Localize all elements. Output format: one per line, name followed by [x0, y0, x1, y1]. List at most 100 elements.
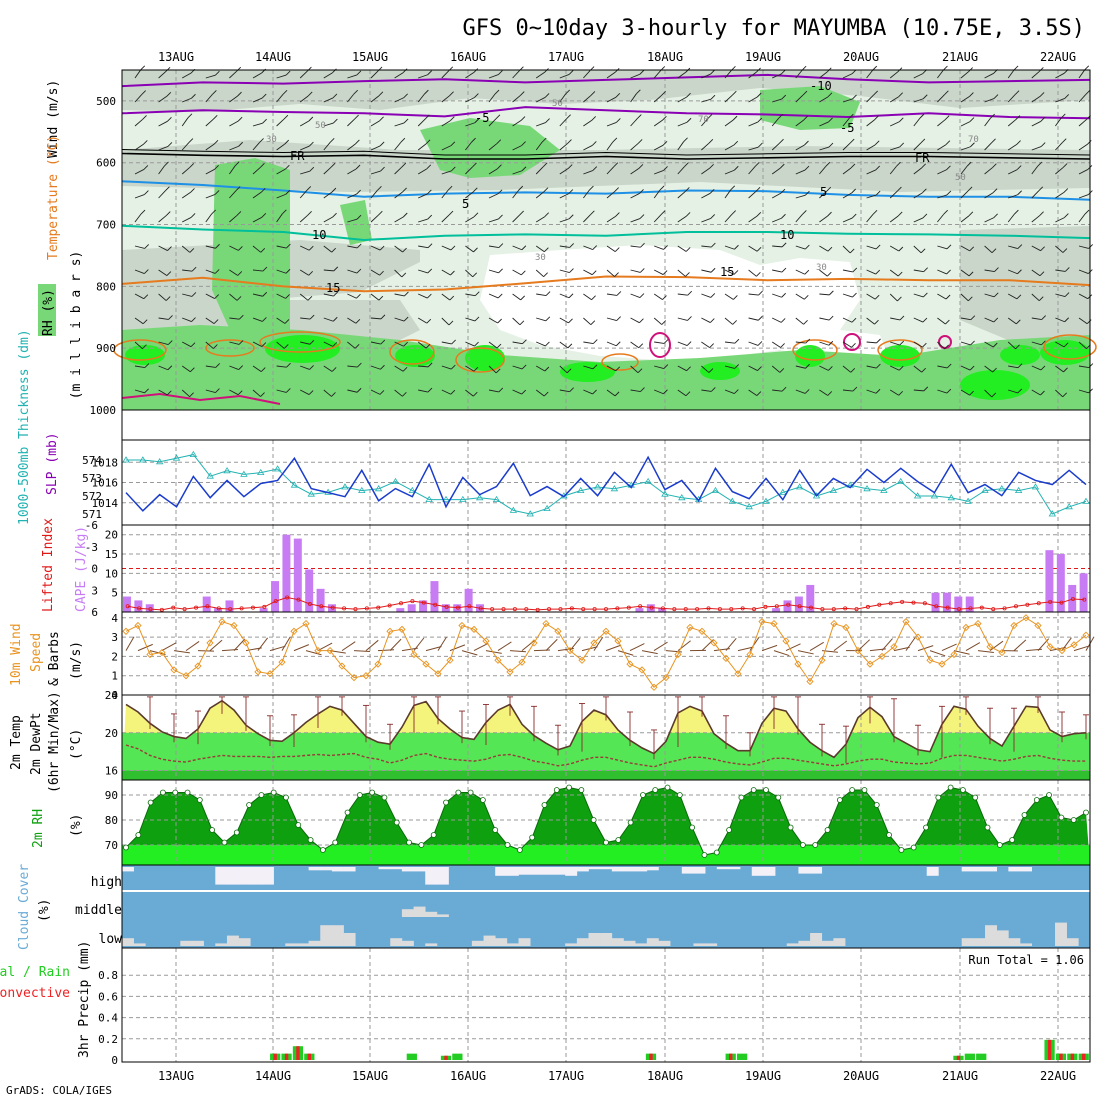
wind-barb: [819, 96, 829, 103]
isotherms: [113, 73, 1097, 405]
wind-barb-flag: [754, 162, 760, 167]
wind10-barb: [761, 644, 778, 652]
wind-barb-flag: [450, 166, 456, 172]
wind-barb: [913, 389, 924, 392]
wind-barb-flag: [663, 389, 668, 395]
wind-barb: [937, 245, 948, 250]
wind-barb: [653, 70, 662, 79]
wind10-barb: [965, 642, 981, 652]
rh2m-point: [418, 842, 425, 848]
date-top-22AUG: 22AUG: [1040, 50, 1076, 64]
wind-barb: [205, 389, 216, 394]
wind-barb-flag: [898, 390, 903, 396]
temp-tick: 20: [105, 727, 118, 740]
date-bottom-21AUG: 21AUG: [942, 1069, 978, 1083]
wind-barb-flag: [709, 163, 714, 169]
temp2m-title1: 2m Temp: [9, 715, 24, 770]
li-line: [127, 596, 1085, 611]
wind-barb-flag: [899, 315, 905, 321]
rh2m-point: [590, 817, 597, 823]
wind-barb: [724, 293, 734, 300]
wind-barb: [252, 191, 262, 199]
upper-air-panel: -10 -5 -5 FR FR 5 5 10 10 15 15 30 30 30…: [90, 65, 1097, 441]
wind-barb-flag: [496, 343, 502, 349]
upper-temp-title: Temperature (°C): [46, 135, 61, 260]
thickness-point: [1065, 503, 1073, 510]
wind-barb: [795, 317, 804, 325]
wind-barb-flag: [685, 247, 691, 252]
wind-barb-flag: [308, 245, 314, 251]
thickness-point: [1031, 483, 1040, 490]
li-point: [1025, 602, 1030, 607]
wind10-barb: [293, 644, 310, 652]
wind-barb-flag: [993, 317, 999, 323]
wind-barb-flag: [757, 117, 763, 123]
wind-barb: [465, 269, 474, 278]
wind-barb-flag: [354, 114, 359, 120]
rh2m-point: [763, 787, 769, 793]
wind-barb: [512, 170, 523, 175]
wind-barb: [795, 245, 806, 250]
wind-barb: [488, 93, 496, 103]
li-point: [296, 597, 301, 602]
wind-barb-flag: [331, 367, 337, 372]
panel-border: [121, 947, 1091, 1063]
wind-barb-flag: [191, 93, 196, 99]
wind10-point: [266, 670, 274, 678]
wind10-point: [338, 662, 346, 670]
wind-barb-flag: [329, 138, 335, 143]
wind-barb-flag: [898, 246, 904, 252]
cloud-high-clear: [425, 867, 438, 885]
cape-bar: [806, 584, 815, 612]
wind10-barb: [1061, 637, 1072, 651]
wind-barb: [465, 365, 475, 372]
li-point: [786, 602, 791, 607]
wind-barb-flag: [592, 339, 598, 344]
wind-barb: [1008, 169, 1018, 175]
thickness-point: [930, 492, 939, 499]
wind-barb-flag: [285, 70, 291, 76]
wind-barb-flag: [659, 185, 665, 191]
wind-barb: [465, 141, 472, 151]
precip-conv-bar: [728, 1053, 733, 1060]
date-top-18AUG: 18AUG: [647, 50, 683, 64]
wind-barb-flag: [144, 388, 149, 394]
wind-barb-flag: [993, 94, 999, 99]
wind-barb-flag: [565, 89, 570, 95]
wind10-barb: [749, 637, 760, 651]
wind-barb: [276, 143, 285, 151]
wind-barb-flag: [663, 364, 669, 369]
wind-barb-flag: [215, 70, 220, 76]
wind-barb: [701, 245, 712, 248]
wind-barb-flag: [1062, 392, 1068, 398]
wind-barb: [866, 214, 874, 223]
wind-barb: [1031, 71, 1040, 79]
wind-barb: [370, 389, 381, 395]
li-point: [490, 607, 495, 612]
wind-barb-flag: [356, 214, 362, 220]
wind-barb: [1055, 142, 1063, 151]
wind-barb-flag: [852, 94, 857, 100]
wind-barb: [465, 72, 475, 79]
wind-barb-flag: [661, 90, 666, 96]
wind10-barb: [185, 641, 200, 652]
wind-barb: [1055, 245, 1064, 253]
wind-barb: [299, 190, 308, 199]
wind-barb-flag: [1062, 248, 1068, 253]
date-bottom-13AUG: 13AUG: [158, 1069, 194, 1083]
wind-barb: [370, 120, 380, 127]
rh2m-point: [775, 794, 782, 801]
rh2m-point: [184, 789, 191, 796]
wind-barb-flag: [946, 388, 952, 394]
wind-barb-flag: [237, 271, 243, 276]
wind-barb: [134, 245, 145, 249]
wind-barb: [1078, 245, 1089, 249]
wind-barb-flag: [969, 365, 975, 371]
wind-barb: [205, 193, 216, 199]
wind-barb: [252, 245, 262, 253]
wind10-title1: 10m Wind: [9, 623, 24, 686]
cloud-mid-bar: [425, 911, 438, 917]
wind-barb-flag: [943, 209, 949, 215]
wind10-point: [434, 670, 442, 678]
wind-barb: [984, 192, 994, 199]
